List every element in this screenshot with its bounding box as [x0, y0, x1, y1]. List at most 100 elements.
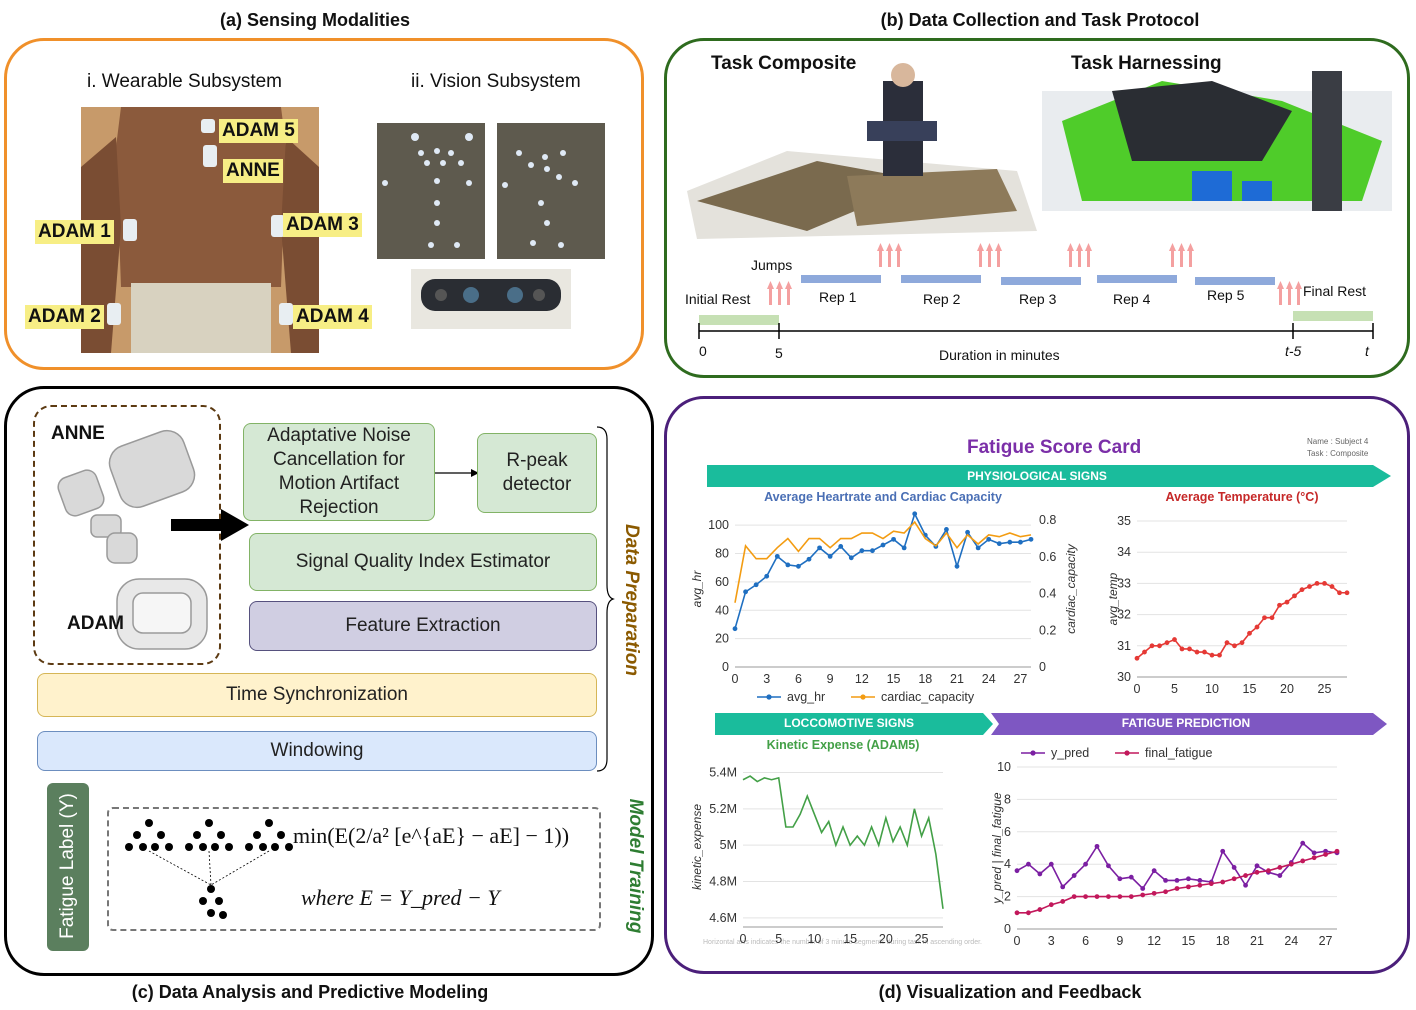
data-point	[1094, 894, 1100, 899]
score-card-title: Fatigue Score Card	[967, 437, 1142, 458]
series-line	[742, 775, 944, 909]
data-point	[1014, 868, 1020, 874]
sensor-tag-adam3: ADAM 3	[283, 213, 362, 237]
y-tick-label: 33	[1117, 576, 1131, 590]
x-tick-label: 0	[740, 932, 747, 946]
x-tick-label: 6	[795, 672, 802, 686]
data-point	[1106, 894, 1111, 899]
data-point	[1292, 593, 1297, 599]
task-name: Task : Composite	[1307, 449, 1369, 458]
anne-label: ANNE	[51, 423, 105, 444]
data-point	[1239, 640, 1245, 646]
loss-formula: min(E(2/a² [e^{aE} − aE] − 1))	[293, 823, 570, 848]
sensor-tag-anne: ANNE	[223, 159, 283, 183]
y-tick-label: 35	[1117, 514, 1131, 528]
data-point	[1208, 881, 1214, 887]
axis-footnote: Horizontal axis indicates the number of …	[703, 939, 982, 946]
data-point	[1254, 624, 1260, 630]
data-point	[1187, 646, 1192, 652]
data-point	[806, 556, 812, 562]
task-harnessing-photo	[1042, 71, 1392, 211]
x-tick-label: 15	[1243, 682, 1257, 696]
data-point	[1329, 584, 1335, 589]
data-point	[1014, 910, 1020, 916]
series-line	[734, 511, 1032, 629]
data-point	[1323, 852, 1328, 857]
x-tick-label: 5	[1171, 682, 1178, 696]
data-point	[1179, 646, 1185, 652]
model-training-wrap: Model Training	[615, 799, 646, 934]
protocol-timeline	[698, 243, 1374, 339]
data-point	[1048, 902, 1054, 908]
x-tick-label: 3	[1048, 934, 1055, 948]
data-point	[1247, 630, 1252, 636]
data-point	[1254, 869, 1260, 875]
data-point	[1117, 876, 1123, 882]
data-point	[1262, 615, 1267, 621]
data-point	[1311, 850, 1317, 856]
data-point	[764, 573, 770, 579]
x-tick-label: 24	[1284, 934, 1298, 948]
legend-label: avg_hr	[787, 690, 825, 704]
x-tick-label: 18	[918, 672, 932, 686]
chart-title: Kinetic Expense (ADAM5)	[767, 738, 920, 752]
arrow-icon	[435, 469, 479, 477]
data-point	[1149, 643, 1155, 649]
data-point	[1232, 643, 1237, 649]
data-point	[912, 511, 918, 517]
anc-box: Adaptative Noise Cancellation for Motion…	[243, 423, 435, 521]
y-tick-label: 0	[1004, 922, 1011, 936]
data-point	[1186, 876, 1191, 882]
data-prep-brace	[596, 426, 615, 772]
loco-banner-text: LOCCOMOTIVE SIGNS	[783, 716, 914, 730]
chart-title: Average Temperature (°C)	[1166, 490, 1319, 504]
data-point	[1164, 640, 1170, 646]
y-tick-label: 4.6M	[709, 911, 737, 925]
data-point	[1163, 878, 1168, 883]
data-prep-label: Data Preparation	[621, 523, 642, 677]
data-point	[1243, 882, 1248, 888]
device-group	[33, 405, 221, 665]
data-point	[1128, 894, 1134, 899]
y-tick-label: 2	[1004, 890, 1011, 904]
y-tick-label: 5.4M	[709, 765, 737, 779]
x-tick-label: 24	[982, 672, 996, 686]
data-point	[838, 544, 844, 549]
data-point	[1134, 655, 1140, 661]
data-point	[1288, 861, 1294, 867]
data-point	[1334, 848, 1340, 854]
x-tick-label: 20	[879, 932, 893, 946]
data-point	[1140, 886, 1146, 891]
x-tick-label: 20	[1280, 682, 1294, 696]
fatigue-banner	[991, 713, 1387, 735]
rep-label: Rep 5	[1207, 287, 1245, 303]
data-point	[1231, 876, 1237, 882]
data-point	[753, 582, 759, 588]
data-point	[1277, 865, 1283, 870]
data-point	[732, 626, 738, 632]
data-point	[796, 563, 801, 569]
flow-arrow-icon	[171, 509, 249, 541]
panel-a-title: (a) Sensing Modalities	[219, 10, 411, 30]
chart-temperature: Average Temperature (°C) 30 31 32 33 34 35 0 5 10…	[1106, 490, 1350, 696]
physio-banner-text: PHYSIOLOGICAL SIGNS	[967, 469, 1107, 483]
data-point	[1083, 894, 1088, 899]
data-point	[743, 589, 748, 595]
data-point	[1197, 882, 1203, 888]
data-point	[1300, 840, 1306, 846]
data-point	[1314, 581, 1320, 586]
data-point	[1060, 899, 1066, 904]
vision-title: ii. Vision Subsystem	[411, 71, 581, 92]
data-point	[1220, 879, 1226, 885]
chart-heartrate: Average Heartrate and Cardiac Capacity02…	[690, 490, 1078, 704]
sensor-tag-adam4: ADAM 4	[293, 305, 372, 329]
sensor-tag-adam2: ADAM 2	[25, 305, 104, 329]
x-tick-label: 0	[732, 672, 739, 686]
data-point	[1300, 858, 1306, 864]
data-point	[1142, 649, 1147, 655]
data-point	[1224, 640, 1230, 646]
data-point	[1151, 868, 1157, 874]
adam-label: ADAM	[67, 613, 124, 634]
data-point	[1007, 539, 1013, 545]
loco-banner	[715, 713, 993, 735]
